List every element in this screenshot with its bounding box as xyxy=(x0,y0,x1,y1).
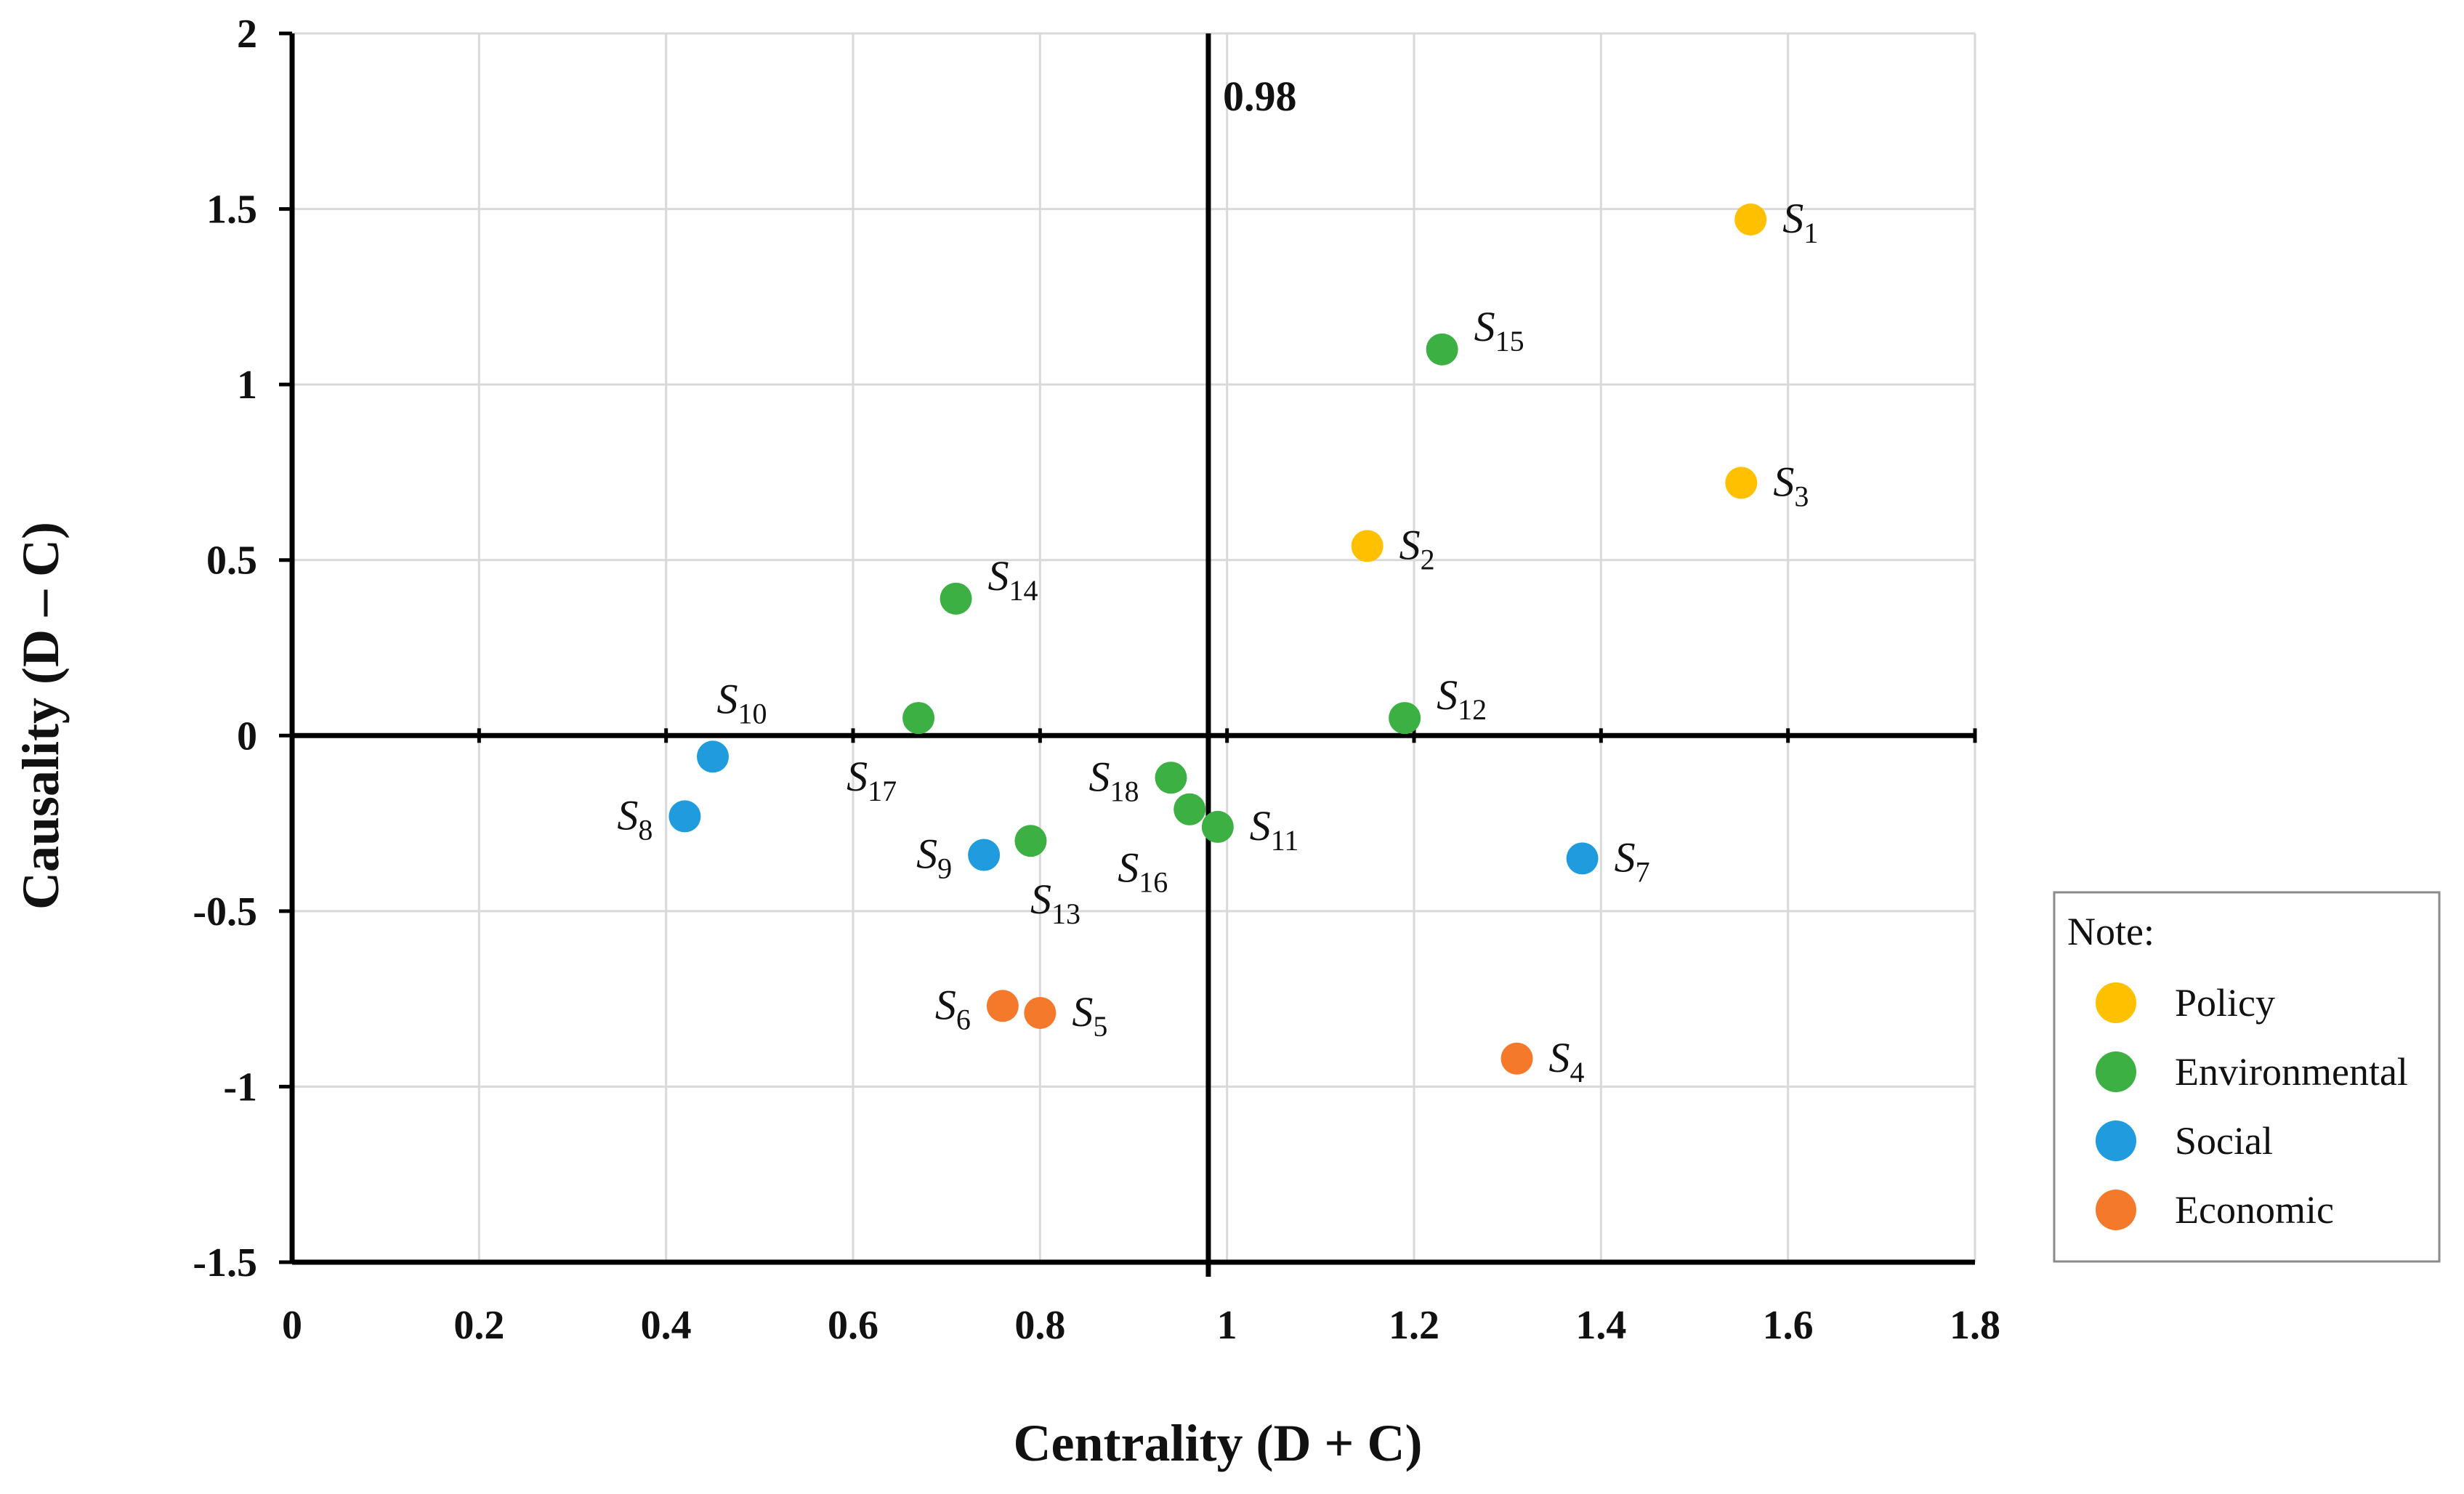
point-label-s4: S4 xyxy=(1549,1034,1585,1089)
data-point-s17 xyxy=(902,702,935,735)
point-label-subscript: 6 xyxy=(956,1003,971,1035)
point-label-subscript: 9 xyxy=(937,852,952,885)
y-tick-label: 0.5 xyxy=(206,538,257,584)
data-point-s13 xyxy=(1014,825,1047,857)
x-tick-label: 1.4 xyxy=(1575,1303,1626,1348)
x-tick-label: 0.8 xyxy=(1014,1303,1065,1348)
y-tick-label: -0.5 xyxy=(193,889,257,934)
legend-marker-environmental xyxy=(2096,1051,2136,1092)
data-points xyxy=(668,203,1767,1075)
point-label-subscript: 14 xyxy=(1009,574,1038,607)
point-label-s8: S8 xyxy=(617,791,653,846)
x-tick-label: 0 xyxy=(282,1303,302,1348)
legend-marker-social xyxy=(2096,1120,2136,1161)
point-label-s2: S2 xyxy=(1399,521,1435,576)
data-point-s12 xyxy=(1389,702,1421,735)
data-point-s8 xyxy=(668,800,701,833)
point-label-subscript: 4 xyxy=(1570,1056,1585,1089)
point-label-subscript: 13 xyxy=(1051,897,1080,930)
data-point-s11 xyxy=(1201,810,1234,843)
point-label-subscript: 10 xyxy=(738,697,767,730)
y-tick-label: 1 xyxy=(237,363,257,408)
legend-entries: Policy Environmental Social Economic xyxy=(2096,981,2408,1232)
data-point-s7 xyxy=(1566,842,1599,875)
data-point-s15 xyxy=(1426,333,1458,366)
point-label-subscript: 5 xyxy=(1093,1010,1107,1043)
x-axis-title: Centrality (D + C) xyxy=(1014,1414,1423,1472)
y-tick-label: 1.5 xyxy=(206,187,257,233)
y-tick-label: 2 xyxy=(237,12,257,57)
data-point-s14 xyxy=(940,582,972,615)
y-tick-label: 0 xyxy=(237,714,257,759)
data-point-s6 xyxy=(986,990,1019,1022)
point-label-subscript: 3 xyxy=(1794,480,1809,512)
point-label-subscript: 18 xyxy=(1110,775,1139,807)
point-label-subscript: 12 xyxy=(1458,693,1487,726)
point-label-s7: S7 xyxy=(1615,833,1650,888)
point-label-s15: S15 xyxy=(1474,303,1524,358)
point-label-subscript: 7 xyxy=(1636,855,1650,888)
x-tick-label: 0.6 xyxy=(828,1303,878,1348)
point-label-subscript: 17 xyxy=(868,775,897,807)
threshold-label: 0.98 xyxy=(1223,73,1297,120)
point-label-s6: S6 xyxy=(935,981,971,1035)
point-label-subscript: 2 xyxy=(1421,543,1435,576)
point-label-subscript: 1 xyxy=(1803,217,1818,249)
point-label-subscript: 16 xyxy=(1139,866,1168,899)
data-point-s16 xyxy=(1174,793,1206,825)
data-point-s10 xyxy=(697,740,729,773)
tick-labels: 0 0.2 0.4 0.6 0.8 1 1.2 1.4 1.6 1.8 -1.5 -1 -0.5 0 0.5… xyxy=(193,12,2000,1348)
legend-label-environmental: Environmental xyxy=(2175,1050,2408,1094)
point-label-s1: S1 xyxy=(1782,195,1818,249)
point-label-s10: S10 xyxy=(717,675,767,730)
legend-label-economic: Economic xyxy=(2175,1188,2334,1232)
x-tick-label: 1 xyxy=(1217,1303,1237,1348)
legend-marker-economic xyxy=(2096,1190,2136,1230)
point-label-s18: S18 xyxy=(1088,753,1139,807)
y-axis-title: Causality (D – C) xyxy=(12,522,70,910)
x-tick-label: 1.8 xyxy=(1950,1303,2000,1348)
point-label-subscript: 8 xyxy=(638,813,653,846)
y-tick-label: -1 xyxy=(223,1065,257,1110)
point-label-s11: S11 xyxy=(1250,802,1299,857)
legend: Note: Policy Environmental Social Economic xyxy=(2053,891,2441,1263)
legend-title: Note: xyxy=(2067,910,2154,953)
data-point-s1 xyxy=(1734,203,1767,236)
point-label-s17: S17 xyxy=(847,753,897,807)
x-tick-label: 0.4 xyxy=(641,1303,692,1348)
legend-marker-policy xyxy=(2096,982,2136,1023)
point-label-subscript: 15 xyxy=(1495,325,1524,358)
axis-layer xyxy=(279,31,1977,1277)
data-point-s2 xyxy=(1351,530,1384,562)
data-point-s9 xyxy=(968,839,1001,871)
point-label-s3: S3 xyxy=(1773,458,1809,512)
legend-label-social: Social xyxy=(2175,1119,2273,1163)
legend-label-policy: Policy xyxy=(2175,981,2275,1025)
data-point-s5 xyxy=(1024,996,1057,1029)
point-label-subscript: 11 xyxy=(1271,824,1299,857)
data-point-s18 xyxy=(1155,762,1187,794)
grid-layer xyxy=(292,32,1976,1262)
point-label-s5: S5 xyxy=(1072,988,1107,1043)
point-label-s16: S16 xyxy=(1118,844,1168,899)
point-label-s13: S13 xyxy=(1030,876,1080,930)
x-tick-label: 1.6 xyxy=(1763,1303,1814,1348)
x-tick-label: 0.2 xyxy=(453,1303,504,1348)
x-tick-label: 1.2 xyxy=(1389,1303,1439,1348)
point-label-s9: S9 xyxy=(916,831,952,885)
y-tick-label: -1.5 xyxy=(193,1240,257,1285)
data-point-s4 xyxy=(1500,1042,1533,1075)
point-label-s12: S12 xyxy=(1437,671,1487,726)
data-point-s3 xyxy=(1725,467,1758,499)
